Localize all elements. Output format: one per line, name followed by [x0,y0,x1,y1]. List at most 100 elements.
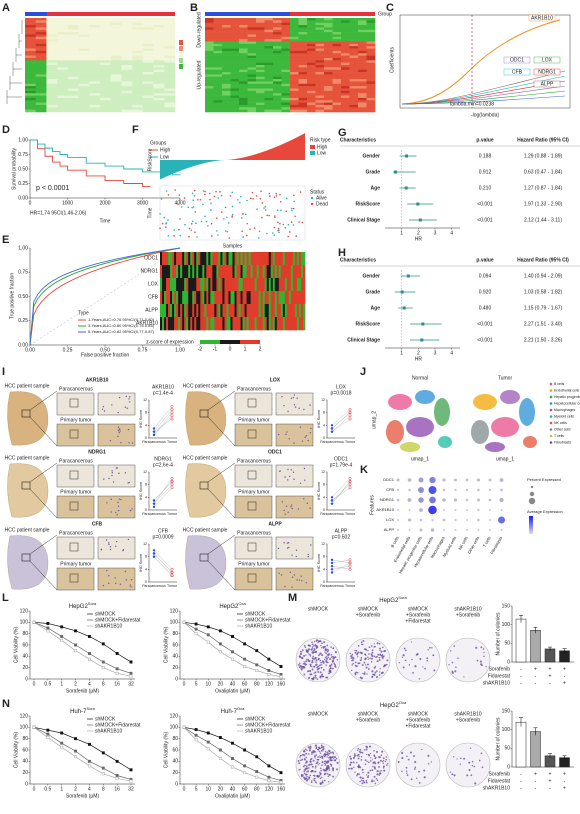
treatment-label: shAKR1B10 [483,785,510,791]
colony [423,769,426,772]
colony [311,666,313,668]
colony [362,672,364,675]
cell [286,547,289,549]
scatter-dot [226,216,228,219]
heat-cell [315,76,325,80]
heat-cell [358,76,367,80]
heat-cell [230,107,240,110]
y-tick-label: 8 [323,411,325,415]
heat-cell [25,18,37,21]
row-label: RiskScore [356,201,381,207]
expr-dot [477,518,480,522]
colony [382,765,385,768]
series-line [33,621,132,663]
legend-dot [549,382,553,386]
heat-cell [78,88,90,92]
heat-cell [242,252,245,266]
legend-label: T cells [554,434,564,438]
heat-cell [248,304,251,318]
heat-cell [247,55,257,59]
scatter-dot [293,194,295,197]
heat-cell [132,65,144,68]
heat-cell [315,79,325,82]
sign: - [520,785,522,791]
heat-cell [298,22,308,26]
row-label: ALPP [384,527,395,532]
colony [358,773,361,775]
marker [206,740,210,744]
expr-dot [396,478,400,482]
y-tick-label: 120 [20,713,29,719]
heat-cell [89,90,101,94]
heat-cell [273,109,282,113]
ihc-image [56,423,95,447]
zoom-line [29,560,58,591]
colony [308,676,311,679]
expr-dot [489,519,491,521]
heat-cell [178,278,181,292]
heat-cell [121,104,133,108]
heat-cell [202,317,205,331]
colony [300,755,302,757]
heat-cell [273,22,282,26]
heat-cell [264,46,274,49]
heat-cell [212,265,215,279]
heat-cell [182,317,185,331]
expr-dot [466,509,468,511]
legend-label: Dead [316,201,328,207]
tumor-dot [348,480,352,483]
heat-cell [324,69,333,73]
heat-cell [35,62,47,66]
heat-cell [290,60,299,63]
colony [324,760,327,763]
colony [314,661,317,663]
heat-cell [222,62,231,66]
heat-cell [25,55,37,59]
heat-cell [302,252,306,266]
x-tick-label: 2 [417,350,420,356]
colony [320,644,322,647]
heat-cell [358,107,367,110]
colony [368,646,371,649]
colony [357,766,360,769]
colony [453,645,456,647]
heat-cell [273,93,282,96]
expr-dot [466,529,468,531]
heat-cell [341,72,350,75]
heat-cell [264,20,274,23]
heat-cell [121,79,133,82]
colony [380,650,383,653]
heat-cell [230,41,240,45]
colony [463,757,466,760]
heat-cell [247,50,257,54]
colony [408,664,411,666]
heat-cell [222,252,225,266]
heat-cell [78,43,90,47]
colony [315,659,318,661]
para-dot [330,430,334,433]
heat-cell [298,291,302,305]
heat-cell [239,50,248,54]
marker [218,629,222,633]
region-label: Paracancerous [59,530,93,536]
heat-cell [315,25,325,28]
heat-cell [341,46,350,49]
heat-cell [121,53,133,56]
heat-cell [349,67,359,70]
heat-cell [230,69,240,73]
scatter-dot [273,226,276,229]
colony [309,644,311,647]
heat-cell [67,50,79,54]
colony [353,754,357,757]
legend-label: shMOCK [95,611,116,617]
heat-cell [278,265,282,279]
panel-label: G [338,127,347,139]
sign: + [563,666,566,672]
heat-cell [292,278,296,292]
heat-cell [239,102,248,106]
heat-cell [341,93,350,96]
gene-box [533,80,561,88]
heat-cell [121,69,133,73]
colony [350,657,353,659]
heat-cell [222,18,231,21]
